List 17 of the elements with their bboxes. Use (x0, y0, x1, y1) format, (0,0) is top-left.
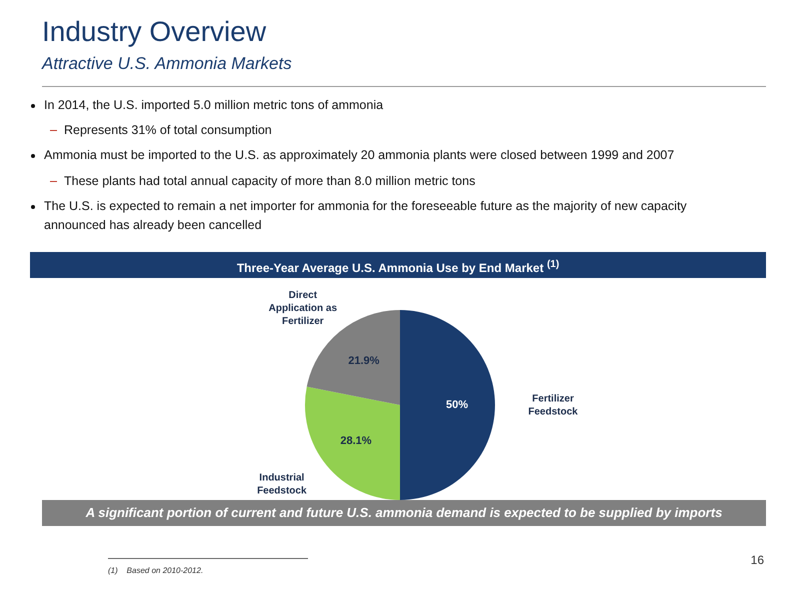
chart-title: Industry Overview (42, 16, 266, 48)
data-label: 50% (446, 399, 468, 412)
text: Represents 31% of total consumption (64, 122, 272, 139)
text: These plants had total annual capacity of more than 8.0 million metric tons (64, 173, 476, 190)
slice-label: Direct Application as Fertilizer (268, 290, 338, 328)
text: Ammonia must be imported to the U.S. as approximately 20 ammonia plants were closed between 1999 and 2007 (44, 147, 674, 164)
data-label: 28.1% (340, 435, 372, 448)
text: A significant portion of current and future U.S. ammonia demand is expected to be supplied by imports (42, 500, 766, 526)
slice-label: Fertilizer Feedstock (528, 393, 578, 418)
text: Three-Year Average U.S. Ammonia Use by End Market $^{(1)}$ (30, 252, 766, 278)
chart-subtitle: Attractive U.S. Ammonia Markets (42, 54, 292, 74)
data-label: 21.9% (348, 355, 380, 367)
text: The U.S. is expected to remain a net importer for ammonia for the foreseeable future as the majority of new capacity announced has already been cancelled (44, 198, 688, 234)
slice-label: Industrial Feedstock (257, 472, 307, 497)
text: 16 (750, 553, 764, 567)
text: In 2014, the U.S. imported 5.0 million metric tons of ammonia (44, 97, 384, 114)
text: (1) Based on 2010-2012. (108, 566, 204, 575)
